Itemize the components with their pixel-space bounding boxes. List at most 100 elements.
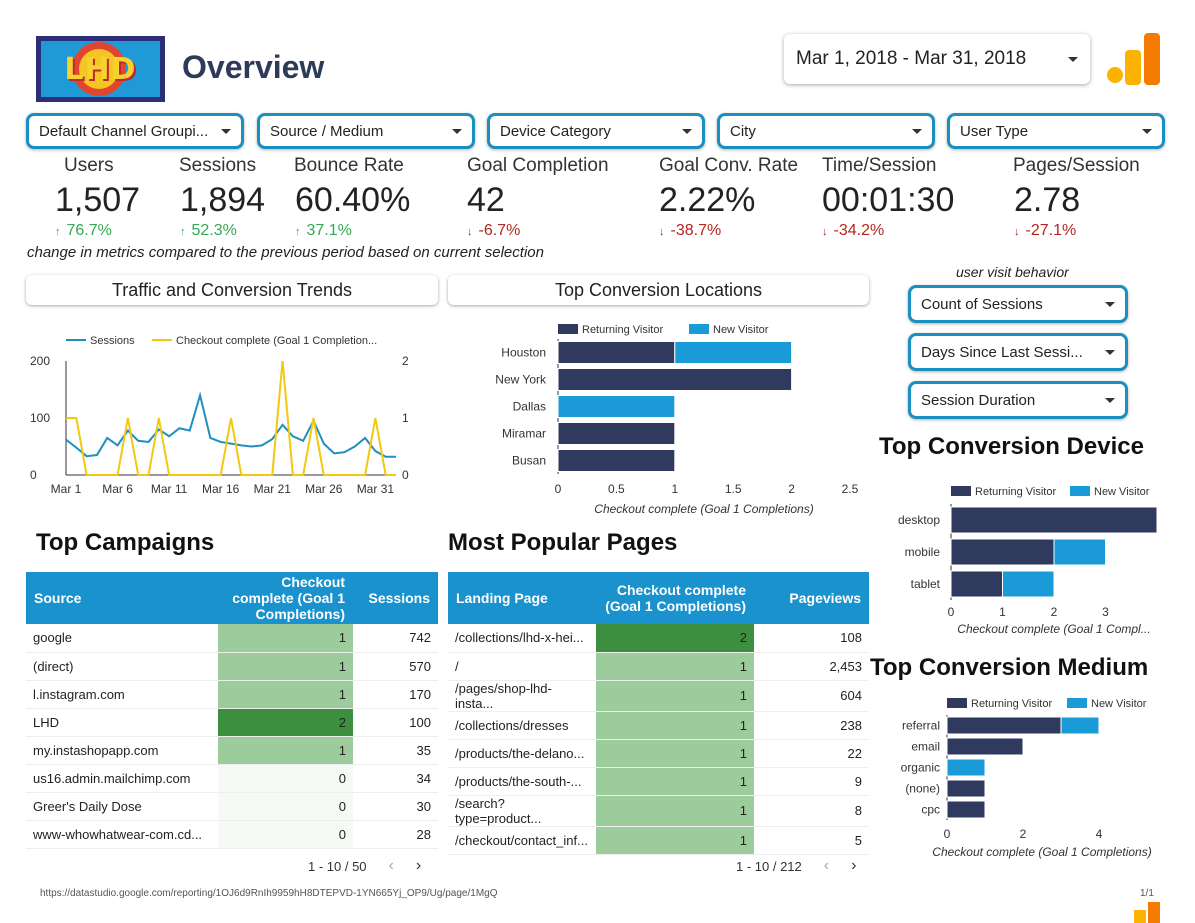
cell-value: 0 bbox=[338, 798, 346, 814]
bar-segment bbox=[950, 506, 1158, 534]
table-cell: (direct) bbox=[26, 652, 218, 681]
behavior-dropdown[interactable]: Count of Sessions bbox=[908, 285, 1128, 323]
column-header[interactable]: Landing Page bbox=[448, 572, 596, 624]
cell-value: 108 bbox=[840, 630, 862, 646]
prev-page-icon[interactable]: ‹ bbox=[388, 857, 394, 874]
cell-value: 1 bbox=[338, 686, 346, 702]
metrics-note: change in metrics compared to the previo… bbox=[27, 244, 544, 261]
table-row[interactable]: /search?type=product... 1 8 bbox=[448, 795, 869, 827]
filter-dropdown[interactable]: Default Channel Groupi... bbox=[26, 113, 244, 149]
behavior-dropdown[interactable]: Session Duration bbox=[908, 381, 1128, 419]
next-page-icon[interactable]: › bbox=[415, 857, 422, 874]
column-header[interactable]: Source bbox=[26, 572, 218, 624]
behavior-label: user visit behavior bbox=[956, 264, 1069, 280]
cell-value: 0 bbox=[338, 770, 346, 786]
category-label: desktop bbox=[898, 513, 940, 527]
metric-label: Bounce Rate bbox=[294, 155, 404, 176]
behavior-dropdown[interactable]: Days Since Last Sessi... bbox=[908, 333, 1128, 371]
table-row[interactable]: /products/the-delano... 1 22 bbox=[448, 739, 869, 768]
cell-value: 28 bbox=[416, 826, 431, 842]
legend-swatch bbox=[1070, 486, 1090, 496]
table-row[interactable]: my.instashopapp.com 1 35 bbox=[26, 736, 438, 765]
cell-value: 5 bbox=[854, 832, 862, 848]
filter-dropdown[interactable]: City bbox=[717, 113, 935, 149]
table-row[interactable]: LHD 2 100 bbox=[26, 708, 438, 737]
table-cell: LHD bbox=[26, 708, 218, 737]
metric-card: Pages/Session 2.78 ↓ -27.1% bbox=[1013, 155, 1140, 240]
metric-delta: ↓ -38.7% bbox=[659, 222, 798, 240]
legend-label: Checkout complete (Goal 1 Completion... bbox=[176, 335, 377, 347]
bar-segment bbox=[674, 341, 793, 364]
arrow-up-icon: ↑ bbox=[180, 226, 186, 238]
table-row[interactable]: (direct) 1 570 bbox=[26, 652, 438, 681]
filter-dropdown[interactable]: User Type bbox=[947, 113, 1165, 149]
metric-label: Goal Completion bbox=[467, 155, 609, 176]
column-header-label: Source bbox=[34, 590, 82, 606]
category-label: mobile bbox=[905, 545, 941, 559]
cell-value: 22 bbox=[847, 745, 862, 761]
table-row[interactable]: /pages/shop-lhd-insta... 1 604 bbox=[448, 680, 869, 712]
cell-value: www-whowhatwear-com.cd... bbox=[33, 826, 203, 842]
campaigns-table: Source Checkout complete (Goal 1 Completi… bbox=[26, 572, 438, 849]
table-row[interactable]: us16.admin.mailchimp.com 0 34 bbox=[26, 764, 438, 793]
cell-value: 238 bbox=[840, 717, 862, 733]
table-row[interactable]: Greer's Daily Dose 0 30 bbox=[26, 792, 438, 821]
x-tick: 4 bbox=[1096, 827, 1103, 841]
metric-value: 00:01:30 bbox=[822, 181, 955, 219]
table-row[interactable]: www-whowhatwear-com.cd... 0 28 bbox=[26, 820, 438, 849]
table-row[interactable]: / 1 2,453 bbox=[448, 652, 869, 681]
filter-dropdown[interactable]: Source / Medium bbox=[257, 113, 475, 149]
column-header[interactable]: Checkout complete (Goal 1 Completions) bbox=[596, 572, 754, 624]
table-cell: 1 bbox=[218, 624, 353, 653]
x-axis-label: Checkout complete (Goal 1 Completions) bbox=[932, 845, 1151, 859]
footer-url: https://datastudio.google.com/reporting/… bbox=[40, 888, 498, 899]
chevron-down-icon bbox=[1105, 301, 1115, 307]
bar-segment bbox=[1002, 570, 1055, 598]
filter-label: User Type bbox=[960, 122, 1029, 140]
x-tick: Mar 16 bbox=[202, 482, 240, 496]
date-range-picker[interactable]: Mar 1, 2018 - Mar 31, 2018 bbox=[784, 34, 1090, 84]
metric-value: 2.22% bbox=[659, 181, 756, 219]
table-cell: 108 bbox=[754, 624, 869, 653]
column-header-label: Pageviews bbox=[789, 590, 861, 606]
bar-segment bbox=[946, 779, 986, 798]
filter-dropdown[interactable]: Device Category bbox=[487, 113, 705, 149]
column-header[interactable]: Checkout complete (Goal 1 Completions) bbox=[218, 572, 353, 624]
metric-delta: ↑ 37.1% bbox=[295, 222, 410, 240]
table-row[interactable]: google 1 742 bbox=[26, 624, 438, 653]
campaigns-title: Top Campaigns bbox=[36, 529, 215, 556]
device-bar-chart: Returning Visitor New Visitor desktop mobil… bbox=[898, 486, 1158, 636]
cell-value: 1 bbox=[739, 745, 747, 761]
table-cell: /pages/shop-lhd-insta... bbox=[448, 680, 596, 712]
arrow-down-icon: ↓ bbox=[467, 226, 473, 238]
table-cell: 8 bbox=[754, 795, 869, 827]
pager-label: 1 - 10 / 50 bbox=[308, 858, 367, 874]
x-tick: 2.5 bbox=[842, 482, 859, 496]
table-row[interactable]: /collections/lhd-x-hei... 2 108 bbox=[448, 624, 869, 653]
table-cell: 1 bbox=[218, 736, 353, 765]
prev-page-icon[interactable]: ‹ bbox=[823, 857, 830, 874]
cell-value: 604 bbox=[840, 688, 862, 703]
table-row[interactable]: /products/the-south-... 1 9 bbox=[448, 767, 869, 796]
metric-label: Time/Session bbox=[822, 155, 937, 176]
table-cell: 1 bbox=[596, 826, 754, 855]
chevron-down-icon bbox=[1105, 397, 1115, 403]
cell-value: / bbox=[455, 658, 459, 674]
next-page-icon[interactable]: › bbox=[851, 857, 857, 874]
metric-card: Users 1,507 ↑ 76.7% bbox=[55, 155, 140, 240]
table-row[interactable]: /collections/dresses 1 238 bbox=[448, 711, 869, 740]
x-tick: Mar 26 bbox=[305, 482, 343, 496]
cell-value: 30 bbox=[416, 798, 431, 814]
table-row[interactable]: /checkout/contact_inf... 1 5 bbox=[448, 826, 869, 855]
y-tick-right: 1 bbox=[402, 411, 409, 425]
column-header[interactable]: Sessions bbox=[353, 572, 438, 624]
table-row[interactable]: l.instagram.com 1 170 bbox=[26, 680, 438, 709]
chevron-down-icon bbox=[682, 128, 692, 134]
legend-swatch bbox=[558, 324, 578, 334]
x-tick: Mar 11 bbox=[151, 482, 188, 496]
metric-delta: ↓ -6.7% bbox=[467, 222, 609, 240]
table-cell: us16.admin.mailchimp.com bbox=[26, 764, 218, 793]
table-cell: 1 bbox=[596, 652, 754, 681]
metric-delta: ↑ 76.7% bbox=[55, 222, 140, 240]
column-header[interactable]: Pageviews bbox=[754, 572, 869, 624]
